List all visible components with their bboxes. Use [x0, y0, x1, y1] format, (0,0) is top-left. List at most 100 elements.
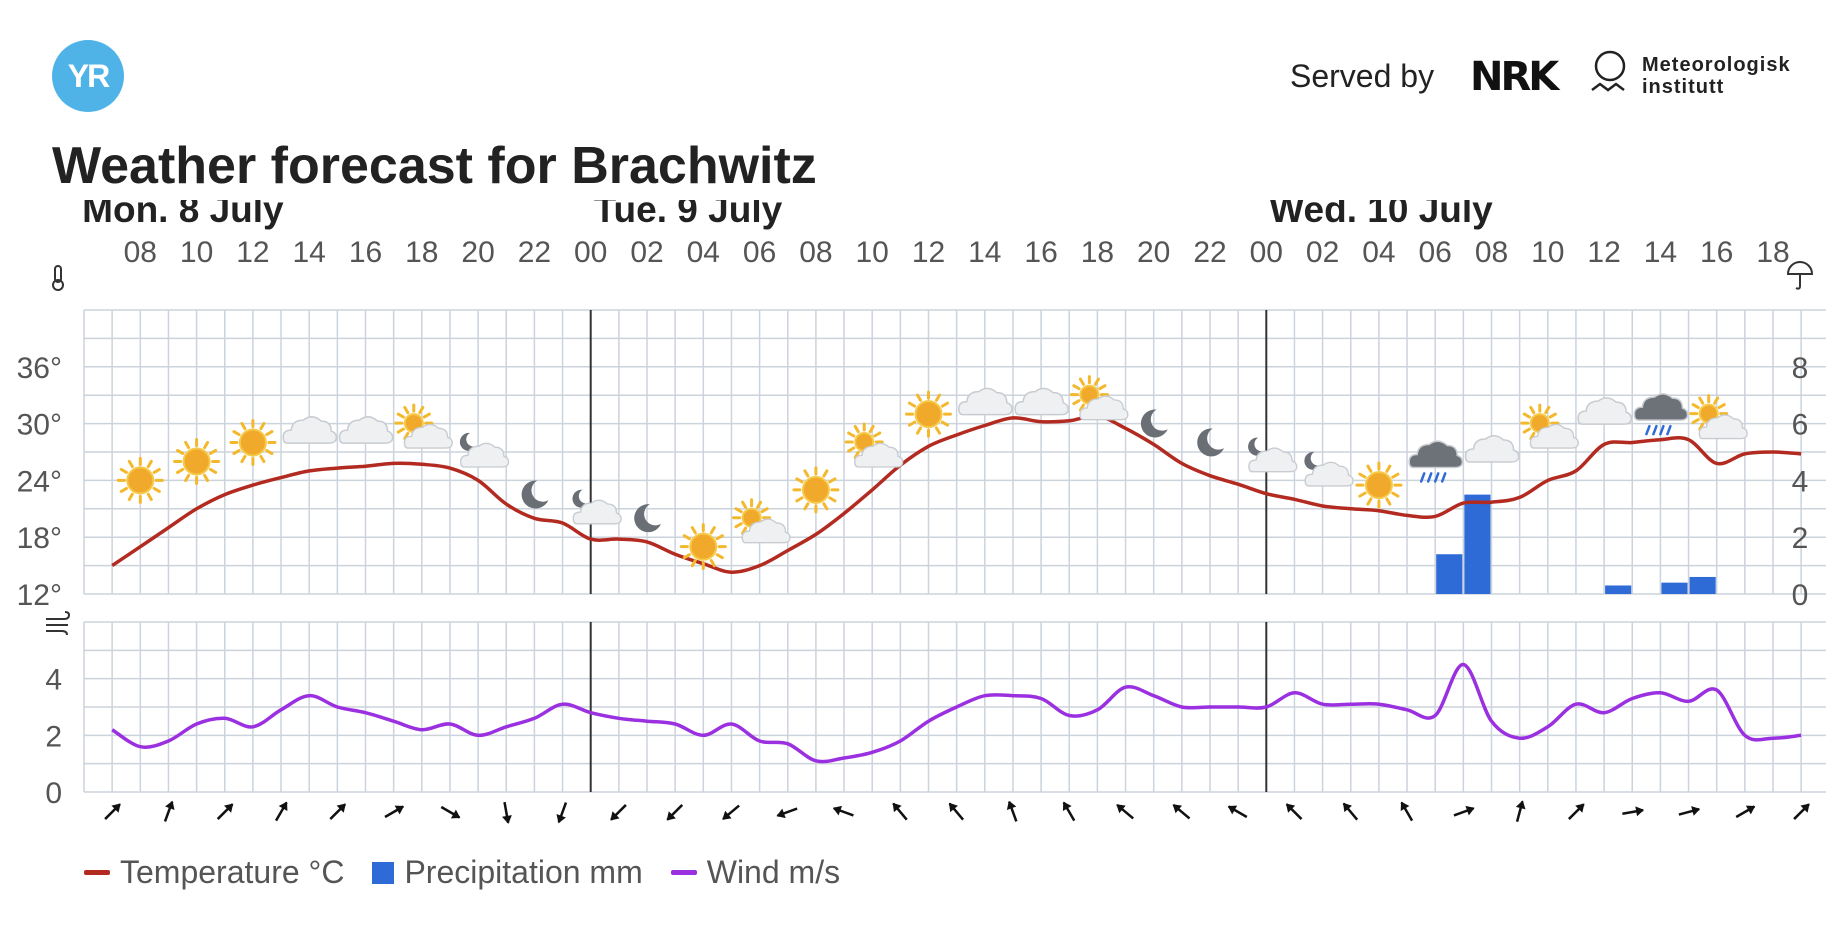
- partly-cloudy-day-icon: [732, 498, 791, 544]
- cloudy-icon: [282, 416, 338, 444]
- clear-sky-day-icon: [679, 523, 727, 571]
- x-tick-label: 12: [1587, 236, 1620, 269]
- temperature-line: [111, 414, 1802, 574]
- temp-tick-label: 36°: [17, 352, 62, 385]
- clear-sky-day-icon: [173, 437, 221, 485]
- wind-direction-arrow-icon: [892, 802, 908, 821]
- partly-cloudy-day-icon: [394, 403, 453, 449]
- x-tick-label: 08: [799, 236, 832, 269]
- precip-tick-label: 0: [1792, 579, 1809, 612]
- x-tick-label: 04: [687, 236, 720, 269]
- legend-wind[interactable]: Wind m/s: [670, 854, 841, 891]
- clear-sky-night-icon: [521, 480, 549, 509]
- day-label: Wed. 10 July: [1269, 200, 1493, 230]
- wind-direction-arrow-icon: [1116, 803, 1135, 820]
- wind-direction-arrow-icon: [274, 801, 288, 822]
- x-tick-label: 12: [236, 236, 269, 269]
- x-tick-label: 08: [124, 236, 157, 269]
- rain-icon: [1408, 440, 1464, 483]
- wind-direction-arrow-icon: [1285, 803, 1303, 820]
- partly-cloudy-night-icon: [1304, 451, 1354, 487]
- precipitation-bar: [1689, 576, 1716, 594]
- temp-tick-label: 18°: [17, 522, 62, 555]
- wind-direction-arrow-icon: [832, 805, 854, 817]
- clear-sky-day-icon: [905, 390, 952, 438]
- clear-sky-day-icon: [116, 456, 164, 504]
- wind-direction-arrow-icon: [329, 803, 347, 820]
- wind-direction-arrow-icon: [163, 800, 175, 822]
- wind-direction-arrow-icon: [216, 803, 234, 820]
- wind-tick-label: 2: [45, 720, 62, 753]
- cloudy-icon: [338, 416, 394, 444]
- x-tick-label: 12: [912, 236, 945, 269]
- partly-cloudy-day-icon: [1069, 375, 1129, 421]
- wind-direction-arrow-icon: [776, 807, 798, 819]
- partly-cloudy-night-icon: [459, 432, 510, 468]
- x-tick-label: 22: [1193, 236, 1226, 269]
- nrk-logo[interactable]: NRK: [1470, 54, 1559, 100]
- legend-temperature-swatch: [84, 870, 110, 875]
- partly-cloudy-night-icon: [1248, 437, 1298, 473]
- wind-line: [111, 662, 1802, 764]
- wind-direction-arrow-icon: [1678, 806, 1701, 816]
- legend-precipitation-label: Precipitation mm: [404, 854, 643, 890]
- x-tick-label: 14: [968, 236, 1001, 269]
- x-tick-label: 04: [1362, 236, 1395, 269]
- legend-wind-label: Wind m/s: [706, 854, 841, 890]
- x-tick-label: 14: [1644, 236, 1677, 269]
- x-tick-label: 16: [1024, 236, 1057, 269]
- x-tick-label: 14: [293, 236, 326, 269]
- wind-direction-arrow-icon: [1622, 806, 1645, 817]
- clear-sky-night-icon: [1140, 409, 1168, 438]
- day-label: Mon. 8 July: [82, 200, 284, 230]
- served-by-label: Served by: [1290, 58, 1435, 94]
- wind-direction-arrow-icon: [1515, 800, 1526, 822]
- precip-tick-label: 8: [1792, 352, 1809, 385]
- cloudy-icon: [1014, 387, 1069, 416]
- wind-direction-arrow-icon: [1172, 803, 1191, 820]
- thermometer-icon: [52, 265, 64, 291]
- wind-tick-label: 0: [45, 777, 62, 810]
- x-tick-label: 10: [1531, 236, 1564, 269]
- x-tick-label: 06: [1419, 236, 1452, 269]
- x-tick-label: 10: [856, 236, 889, 269]
- wind-direction-arrow-icon: [1735, 805, 1756, 819]
- wind-direction-arrow-icon: [948, 802, 965, 821]
- legend-temperature[interactable]: Temperature °C: [84, 854, 344, 891]
- wind-direction-arrow-icon: [666, 804, 684, 821]
- wind-direction-arrow-icon: [1006, 800, 1018, 822]
- legend-precipitation[interactable]: Precipitation mm: [372, 854, 643, 891]
- temp-tick-label: 12°: [17, 579, 62, 612]
- x-tick-label: 20: [1137, 236, 1170, 269]
- partly-cloudy-day-icon: [1520, 403, 1579, 449]
- partly-cloudy-day-icon: [844, 422, 904, 468]
- precipitation-bar: [1464, 494, 1491, 594]
- wind-direction-arrow-icon: [1793, 803, 1810, 820]
- wind-direction-arrow-icon: [1400, 801, 1414, 822]
- rain-icon: [1633, 393, 1689, 436]
- cloudy-icon: [1577, 397, 1632, 425]
- x-tick-label: 20: [461, 236, 494, 269]
- x-tick-label: 18: [1756, 236, 1789, 269]
- wind-direction-arrow-icon: [1567, 803, 1585, 820]
- wind-direction-arrow-icon: [1453, 805, 1475, 817]
- x-tick-label: 16: [349, 236, 382, 269]
- yr-logo[interactable]: YR: [52, 40, 124, 112]
- temp-tick-label: 24°: [17, 465, 62, 498]
- wind-direction-arrow-icon: [610, 804, 627, 821]
- wind-direction-arrow-icon: [556, 802, 568, 824]
- wind-direction-arrow-icon: [502, 801, 512, 824]
- clear-sky-night-icon: [634, 504, 661, 533]
- x-tick-label: 22: [518, 236, 551, 269]
- wind-direction-arrow-icon: [440, 805, 461, 819]
- x-tick-label: 00: [574, 236, 607, 269]
- legend-temperature-label: Temperature °C: [120, 854, 345, 890]
- clear-sky-day-icon: [1355, 461, 1403, 509]
- wind-direction-arrow-icon: [104, 803, 121, 820]
- precip-tick-label: 2: [1792, 522, 1809, 555]
- x-tick-label: 02: [1306, 236, 1339, 269]
- clear-sky-day-icon: [792, 466, 840, 514]
- legend-wind-swatch: [670, 870, 697, 875]
- precip-tick-label: 4: [1792, 465, 1809, 498]
